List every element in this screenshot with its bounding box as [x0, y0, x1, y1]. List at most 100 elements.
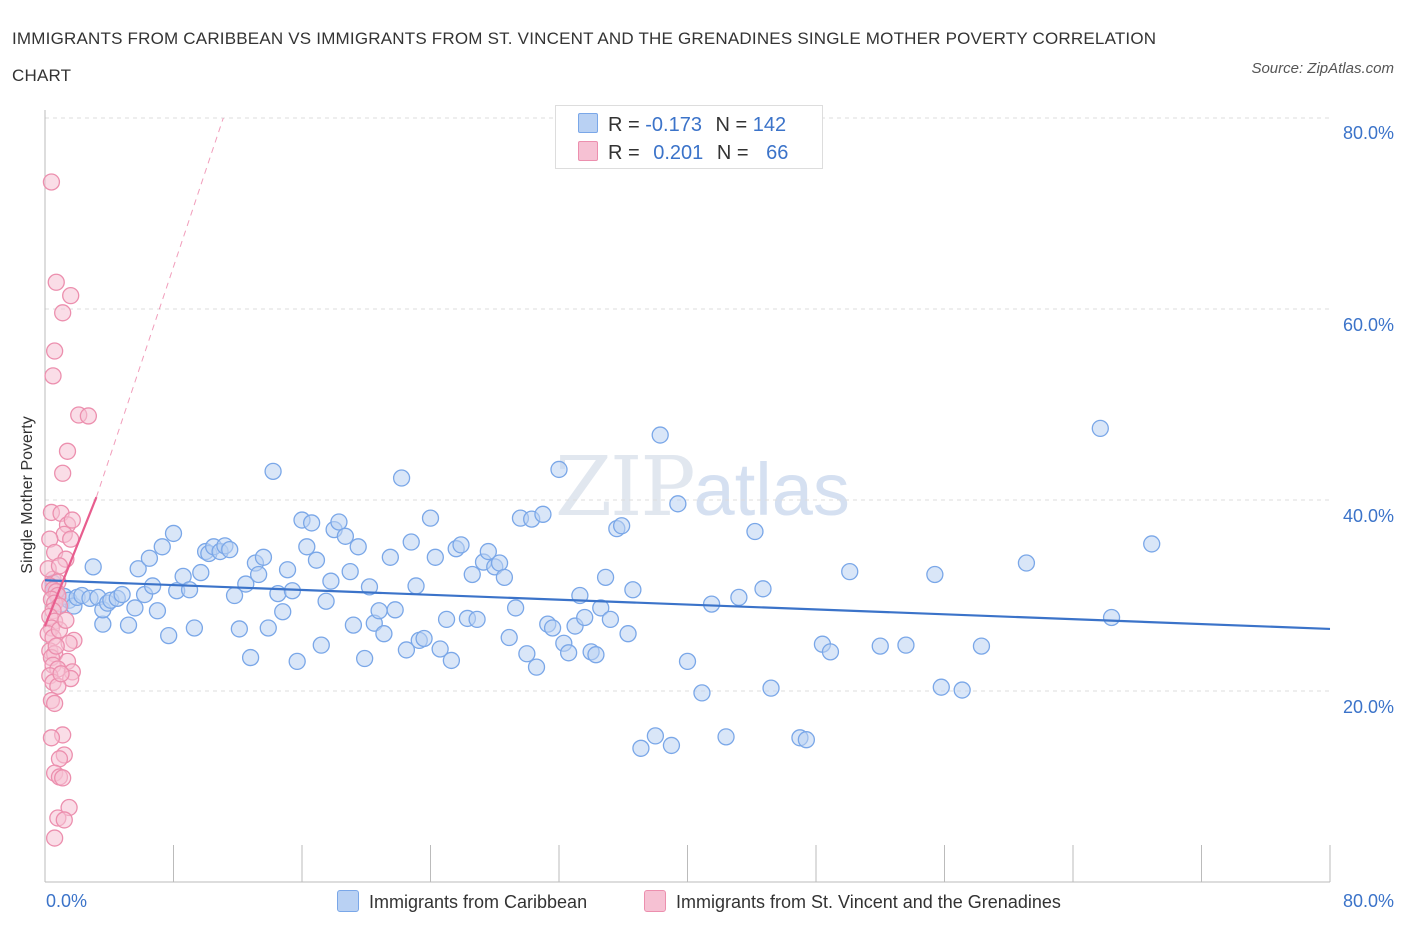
- caribbean-point: [259, 619, 277, 637]
- caribbean-point: [375, 625, 393, 643]
- caribbean-point: [254, 548, 273, 566]
- caribbean-point: [762, 679, 780, 697]
- st-vincent-point: [50, 557, 69, 575]
- caribbean-point: [221, 541, 239, 559]
- caribbean-point: [897, 636, 915, 654]
- caribbean-point: [94, 615, 112, 633]
- caribbean-point: [317, 592, 335, 610]
- caribbean-point: [821, 643, 840, 661]
- st-vincent-point: [79, 407, 98, 425]
- caribbean-r-value: -0.173: [645, 114, 702, 136]
- caribbean-point: [972, 637, 991, 655]
- caribbean-point: [426, 548, 444, 566]
- st-vincent-point: [57, 611, 75, 629]
- st-vincent-point: [45, 694, 64, 713]
- caribbean-point: [307, 551, 326, 569]
- y-tick-label-80: 80.0%: [1342, 123, 1394, 143]
- caribbean-point: [678, 652, 697, 671]
- caribbean-r-label: R =: [608, 114, 640, 136]
- caribbean-point: [230, 620, 249, 638]
- caribbean-point: [160, 626, 178, 645]
- watermark: ZIPatlas: [555, 440, 850, 535]
- legend-item-caribbean: Immigrants from Caribbean: [337, 890, 587, 913]
- caribbean-n-label: N =: [715, 114, 748, 136]
- caribbean-point: [490, 554, 509, 572]
- caribbean-point: [185, 619, 204, 637]
- caribbean-point: [113, 585, 131, 604]
- st-vincent-point: [54, 304, 72, 322]
- st-vincent-n-label: N =: [716, 142, 749, 164]
- caribbean-point: [702, 595, 721, 613]
- caribbean-point: [442, 651, 461, 670]
- stats-legend: R = -0.173 N = 142 R = 0.201 N = 66: [555, 105, 823, 169]
- y-tick-label-20: 20.0%: [1342, 697, 1394, 717]
- caribbean-point: [386, 601, 404, 619]
- caribbean-point: [841, 562, 859, 581]
- y-tick-label-60: 60.0%: [1342, 315, 1394, 335]
- caribbean-point: [140, 549, 159, 567]
- caribbean-point: [730, 588, 748, 607]
- caribbean-point: [143, 577, 162, 595]
- caribbean-point: [596, 568, 615, 587]
- caribbean-point: [402, 533, 420, 551]
- caribbean-point: [543, 619, 562, 637]
- caribbean-point: [437, 610, 456, 629]
- st-vincent-point: [52, 665, 70, 683]
- caribbean-point: [468, 610, 486, 629]
- st-vincent-swatch: [578, 141, 598, 161]
- caribbean-point: [624, 581, 642, 599]
- st-vincent-point: [55, 811, 73, 829]
- caribbean-point: [506, 599, 525, 617]
- stats-row-caribbean: R = -0.173 N = 142: [578, 113, 786, 137]
- st-vincent-n-value: 66: [766, 142, 789, 164]
- st-vincent-point: [50, 750, 69, 768]
- caribbean-point: [164, 524, 183, 543]
- caribbean-point: [619, 625, 637, 643]
- caribbean-point: [349, 538, 367, 556]
- caribbean-point: [119, 616, 138, 634]
- caribbean-point: [662, 736, 681, 755]
- caribbean-point: [452, 536, 470, 554]
- caribbean-point: [355, 649, 374, 668]
- caribbean-point: [421, 509, 440, 527]
- st-vincent-point: [47, 273, 65, 291]
- caribbean-point: [1102, 608, 1121, 627]
- caribbean-point: [559, 644, 578, 662]
- caribbean-point: [527, 658, 546, 676]
- caribbean-point: [330, 513, 348, 531]
- caribbean-point: [534, 505, 552, 523]
- caribbean-point: [495, 568, 514, 587]
- st-vincent-point: [42, 729, 61, 747]
- caribbean-point: [431, 640, 449, 658]
- caribbean-point: [148, 602, 167, 620]
- caribbean-point: [241, 648, 260, 667]
- legend-st-vincent-label: Immigrants from St. Vincent and the Gren…: [676, 892, 1061, 912]
- caribbean-point: [651, 426, 669, 444]
- caribbean-point: [926, 565, 944, 584]
- caribbean-point: [407, 577, 425, 595]
- caribbean-trend-line: [44, 579, 1331, 631]
- caribbean-point: [360, 578, 379, 596]
- st-vincent-point: [63, 511, 81, 529]
- caribbean-point: [370, 602, 388, 620]
- y-tick-label-40: 40.0%: [1342, 506, 1394, 526]
- caribbean-point: [322, 572, 340, 590]
- st-vincent-trend-extension: [95, 117, 224, 498]
- caribbean-point: [632, 739, 650, 757]
- caribbean-point: [392, 469, 411, 487]
- st-vincent-point: [42, 173, 61, 191]
- caribbean-point: [592, 599, 610, 617]
- caribbean-point: [415, 629, 433, 648]
- x-tick-label-min: 0.0%: [46, 891, 88, 911]
- x-tick-label-max: 80.0%: [1342, 891, 1394, 911]
- st-vincent-point: [47, 637, 65, 655]
- chart-title: IMMIGRANTS FROM CARIBBEAN VS IMMIGRANTS …: [12, 29, 1157, 85]
- caribbean-point: [341, 562, 359, 581]
- stats-row-st-vincent: R = 0.201 N = 66: [578, 141, 788, 165]
- caribbean-point: [463, 565, 481, 584]
- caribbean-point: [797, 731, 816, 749]
- legend-st-vincent-swatch: [644, 890, 666, 912]
- caribbean-point: [298, 538, 316, 556]
- watermark-atlas: atlas: [693, 448, 850, 531]
